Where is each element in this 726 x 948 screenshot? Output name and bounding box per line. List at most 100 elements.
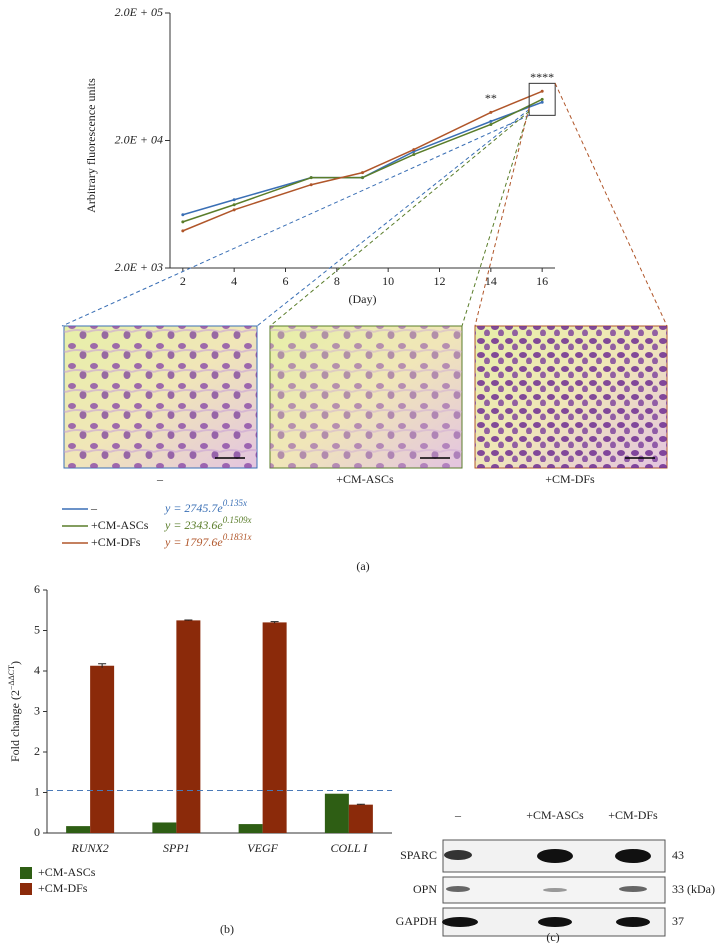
point <box>309 176 313 180</box>
band <box>442 917 478 927</box>
x-tick-label: 14 <box>485 274 497 288</box>
x-tick-label: VEGF <box>247 841 278 855</box>
y-tick-label: 5 <box>34 622 40 636</box>
band <box>537 849 573 863</box>
western-blot <box>442 839 666 937</box>
bar <box>152 822 177 833</box>
point <box>489 122 493 126</box>
point <box>232 198 236 202</box>
point <box>309 183 313 187</box>
band <box>615 849 651 863</box>
x-tick-label: 16 <box>536 274 548 288</box>
lane-label: +CM-DFs <box>608 808 658 822</box>
bar <box>262 622 287 833</box>
micrograph-caption: +CM-ASCs <box>336 472 394 486</box>
point <box>540 89 544 93</box>
connector <box>554 83 668 327</box>
x-tick-label: 4 <box>231 274 237 288</box>
legend-swatch <box>20 867 32 879</box>
point <box>181 229 185 233</box>
panel-label: (a) <box>356 559 369 573</box>
point <box>181 220 185 224</box>
size-label: 37 <box>672 914 684 928</box>
y-tick-label: 3 <box>34 703 40 717</box>
band <box>543 888 567 892</box>
equation-exponent: 0.1509x <box>223 515 252 525</box>
legend-label: +CM-DFs <box>38 881 88 895</box>
y-label-text: Fold change (2 <box>8 690 22 762</box>
y-tick-label: 4 <box>34 663 40 677</box>
band <box>446 886 470 892</box>
band <box>619 886 647 892</box>
equation: y = 2343.6e0.1509x <box>164 515 252 532</box>
point <box>540 100 544 104</box>
x-tick-label: 2 <box>180 274 186 288</box>
y-axis-label: Fold change (2−ΔΔCT) <box>7 661 22 762</box>
point <box>412 148 416 152</box>
band <box>444 850 472 860</box>
micrograph-caption: – <box>156 472 164 486</box>
x-axis-label: (Day) <box>349 292 377 306</box>
point <box>232 208 236 212</box>
y-tick-label: 6 <box>34 582 40 596</box>
series-line <box>182 90 543 232</box>
x-tick-label: COLL I <box>330 841 368 855</box>
connector <box>474 107 530 327</box>
size-label: 43 <box>672 848 684 862</box>
row-label: GAPDH <box>396 914 438 928</box>
point <box>361 176 364 180</box>
equation-text: y = 2343.6e <box>164 518 223 532</box>
bar <box>90 665 115 833</box>
point <box>232 203 236 207</box>
y-tick-label: 2.0E + 03 <box>115 260 163 274</box>
error-bar <box>184 619 193 621</box>
micrographs <box>63 325 668 469</box>
y-tick-label: 2 <box>34 744 40 758</box>
micrograph-cells <box>270 326 462 468</box>
y-label-sup: −ΔΔCT <box>7 665 16 690</box>
x-tick-label: 6 <box>283 274 289 288</box>
significance: **** <box>530 70 554 84</box>
series-line <box>182 98 543 223</box>
panel-label: (c) <box>546 930 559 943</box>
y-tick-label: 2.0E + 05 <box>115 5 163 19</box>
legend-swatch <box>20 883 32 895</box>
legend-label: +CM-ASCs <box>91 518 149 532</box>
legend-label: +CM-DFs <box>91 535 141 549</box>
equation-exponent: 0.1831x <box>223 532 252 542</box>
x-tick-label: SPP1 <box>163 841 190 855</box>
y-axis-label: Arbitrary fluorescence units <box>84 78 98 213</box>
x-tick-label: 10 <box>382 274 394 288</box>
significance: ** <box>485 91 497 105</box>
micrograph-caption: +CM-DFs <box>545 472 595 486</box>
equation-text: y = 1797.6e <box>164 535 223 549</box>
y-tick-label: 2.0E + 04 <box>115 132 163 146</box>
error-bar <box>356 803 365 806</box>
lane-label: +CM-ASCs <box>526 808 584 822</box>
panel-label: (b) <box>220 922 234 936</box>
row-label: SPARC <box>400 848 437 862</box>
band <box>616 917 650 927</box>
x-tick-label: RUNX2 <box>70 841 108 855</box>
y-tick-label: 0 <box>34 825 40 839</box>
x-tick-label: 8 <box>334 274 340 288</box>
bar <box>66 826 91 833</box>
lane-label: – <box>454 808 462 822</box>
row-label: OPN <box>413 882 437 896</box>
band <box>538 917 572 927</box>
point <box>181 213 185 217</box>
y-tick-label: 1 <box>34 784 40 798</box>
bar <box>238 824 263 833</box>
bar <box>176 620 201 833</box>
micrograph-cells <box>475 326 667 468</box>
equation: y = 2745.7e0.135x <box>164 498 247 515</box>
connector <box>256 108 530 327</box>
point <box>489 110 493 114</box>
bar <box>348 804 373 833</box>
point <box>412 153 416 157</box>
y-label-end: ) <box>8 661 22 665</box>
point <box>489 119 493 123</box>
zoom-box <box>528 82 556 116</box>
error-bar <box>98 663 107 668</box>
